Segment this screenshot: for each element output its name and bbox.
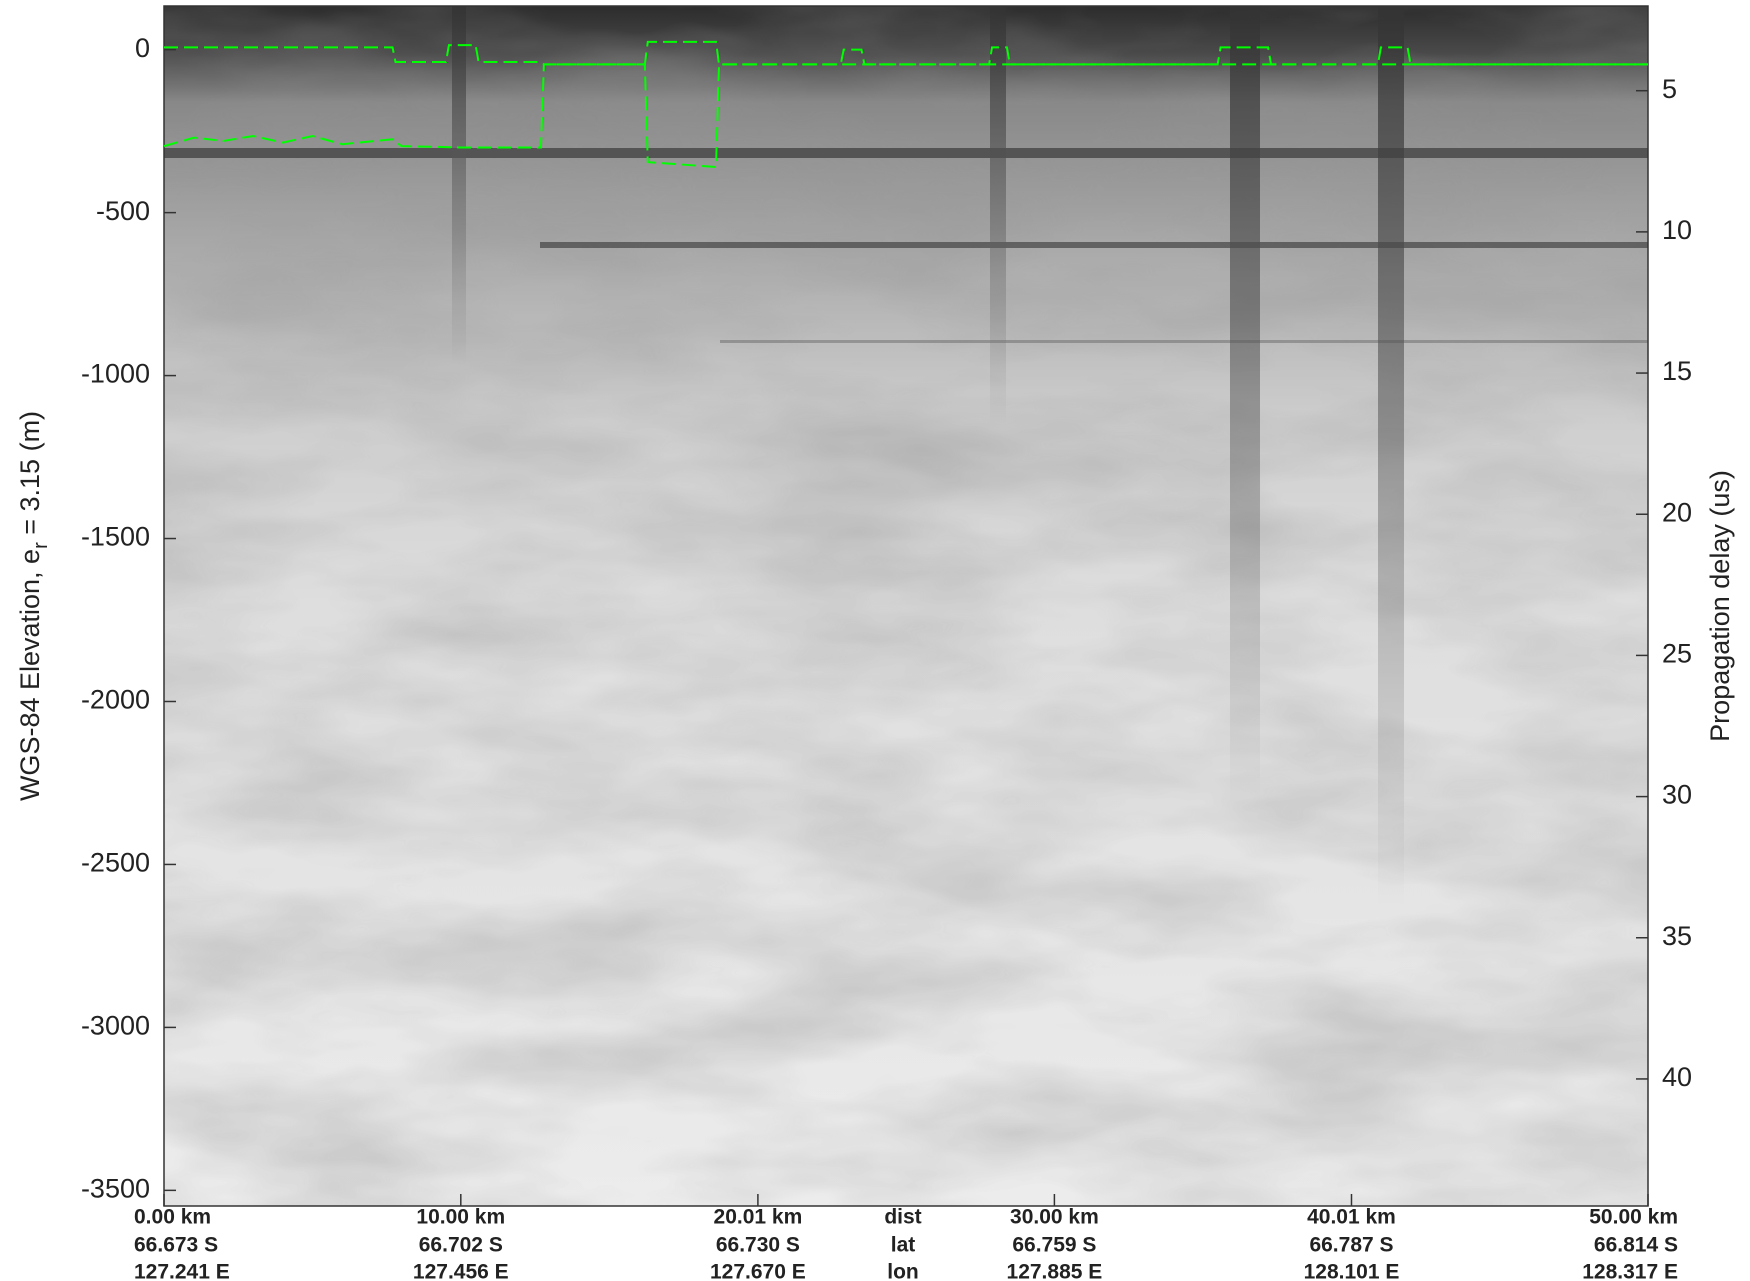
lon-label: 127.456 E (413, 1261, 509, 1281)
layer-pick (163, 63, 1648, 169)
y-axis-label: WGS-84 Elevation, er = 3.15 (m) (15, 411, 52, 801)
echogram (164, 6, 1648, 1206)
x-tick-label: 50.00 km (1589, 1206, 1678, 1229)
lat-label: 66.730 S (716, 1234, 800, 1257)
y-tick-label: 0 (135, 33, 150, 63)
lat-label: 66.759 S (1012, 1234, 1096, 1257)
y2-tick-label: 25 (1662, 639, 1692, 669)
y-tick-label: -2500 (81, 848, 150, 878)
x-tick-label: 0.00 km (134, 1206, 211, 1229)
y-tick-label: -1000 (81, 359, 150, 389)
y-tick-label: -1500 (81, 522, 150, 552)
y-label-main: WGS-84 Elevation, e (15, 549, 45, 801)
y2-tick-label: 5 (1662, 74, 1677, 104)
x-tick-label: 40.01 km (1307, 1206, 1396, 1229)
x-tick-label: 10.00 km (416, 1206, 505, 1229)
y-tick-label: -3500 (81, 1173, 150, 1203)
lat-label: 66.673 S (134, 1234, 218, 1257)
y2-tick-label: 35 (1662, 921, 1692, 951)
lon-label: 128.101 E (1304, 1261, 1400, 1281)
y2-tick-label: 20 (1662, 497, 1692, 527)
lon-label: 127.885 E (1007, 1261, 1103, 1281)
lon-label: 127.670 E (710, 1261, 806, 1281)
y-tick-label: -2000 (81, 685, 150, 715)
y2-axis-label: Propagation delay (us) (1705, 470, 1735, 742)
y2-tick-label: 30 (1662, 780, 1692, 810)
plot-frame (163, 5, 1649, 1207)
y2-tick-label: 10 (1662, 215, 1692, 245)
x-tick-label: 30.00 km (1010, 1206, 1099, 1229)
row-label: dist (884, 1206, 921, 1229)
x-tick-label: 20.01 km (714, 1206, 803, 1229)
y2-tick-label: 40 (1662, 1062, 1692, 1092)
row-label: lat (891, 1234, 916, 1257)
lon-label: 128.317 E (1582, 1261, 1678, 1281)
y-tick-label: -500 (96, 196, 150, 226)
lon-label: 127.241 E (134, 1261, 230, 1281)
y-label-sub: r (30, 542, 52, 549)
row-label: lon (887, 1261, 919, 1281)
y-tick-label: -3000 (81, 1011, 150, 1041)
lat-label: 66.702 S (419, 1234, 503, 1257)
y2-tick-label: 15 (1662, 356, 1692, 386)
lat-label: 66.814 S (1594, 1234, 1678, 1257)
y-label-rest: = 3.15 (m) (15, 411, 45, 542)
lat-label: 66.787 S (1309, 1234, 1393, 1257)
